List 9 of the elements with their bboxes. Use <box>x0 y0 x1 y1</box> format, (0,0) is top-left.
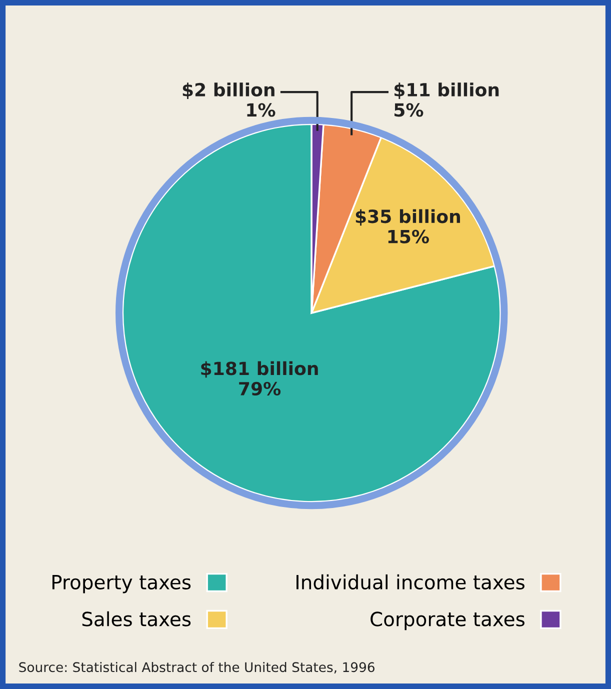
legend-label: Sales taxes <box>82 611 191 626</box>
data-label: $181 billion 79% <box>201 361 318 396</box>
data-label: $35 billion 15% <box>356 209 460 244</box>
data-label: $11 billion 5% <box>394 82 499 117</box>
legend-label: Property taxes <box>52 575 191 594</box>
data-label: $2 billion 1% <box>182 82 276 117</box>
source-note: Source: Statistical Abstract of the United States, 1996 <box>19 662 374 674</box>
legend-label: Corporate taxes <box>370 612 524 630</box>
legend-label: Individual income taxes <box>296 574 524 590</box>
